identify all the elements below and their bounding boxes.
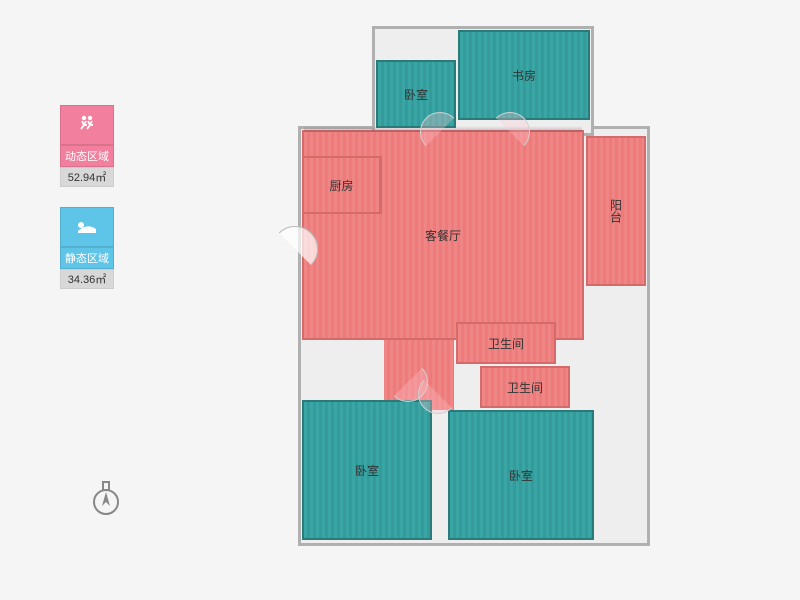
room-label: 卧室 bbox=[404, 86, 428, 103]
room-label: 厨房 bbox=[329, 177, 353, 194]
room-balcony: 阳台 bbox=[586, 136, 646, 286]
room-bath1: 卫生间 bbox=[456, 322, 556, 364]
room-label: 阳台 bbox=[608, 199, 625, 223]
room-kitchen: 厨房 bbox=[302, 156, 382, 214]
floorplan: 客餐厅 厨房 阳台 书房 卧室 卫生间 卫生间 卧室 卧室 bbox=[280, 30, 680, 570]
room-study: 书房 bbox=[458, 30, 590, 120]
person-sleeping-icon bbox=[74, 217, 100, 237]
people-running-icon bbox=[75, 113, 99, 137]
dynamic-icon bbox=[60, 105, 114, 145]
static-label: 静态区域 bbox=[60, 247, 114, 269]
static-icon bbox=[60, 207, 114, 247]
room-label: 卧室 bbox=[509, 467, 533, 484]
static-value: 34.36㎡ bbox=[60, 269, 114, 289]
room-bath2: 卫生间 bbox=[480, 366, 570, 408]
dynamic-value: 52.94㎡ bbox=[60, 167, 114, 187]
room-label: 书房 bbox=[512, 67, 536, 84]
dynamic-label: 动态区域 bbox=[60, 145, 114, 167]
room-label: 客餐厅 bbox=[425, 227, 461, 244]
legend-dynamic: 动态区域 52.94㎡ bbox=[60, 105, 134, 187]
room-label: 卫生间 bbox=[507, 379, 543, 396]
room-label: 卫生间 bbox=[488, 335, 524, 352]
compass-icon bbox=[90, 480, 122, 518]
legend-static: 静态区域 34.36㎡ bbox=[60, 207, 134, 289]
room-bedroom-bl: 卧室 bbox=[302, 400, 432, 540]
zone-legend: 动态区域 52.94㎡ 静态区域 34.36㎡ bbox=[60, 105, 134, 309]
door-arc bbox=[272, 226, 318, 272]
room-bedroom-br: 卧室 bbox=[448, 410, 594, 540]
room-label: 卧室 bbox=[355, 462, 379, 479]
